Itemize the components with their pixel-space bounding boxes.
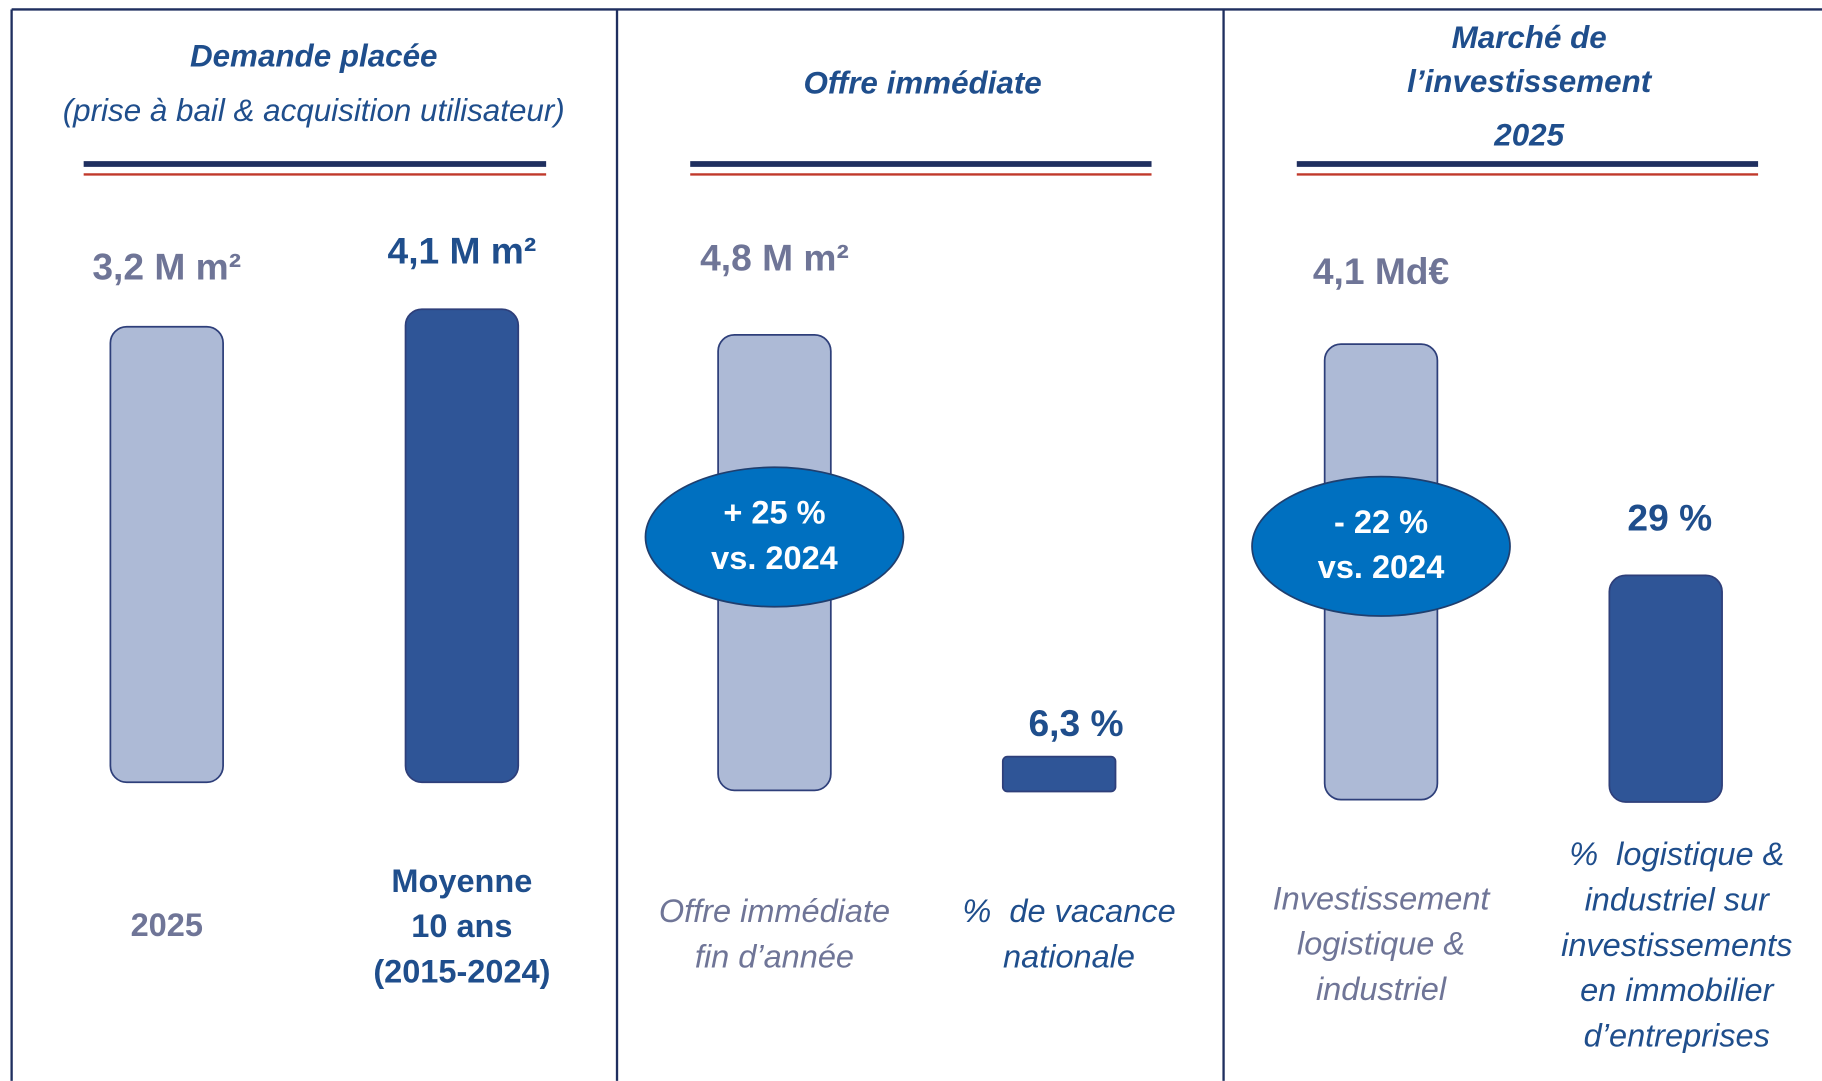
kpi-label: % logistique & bbox=[1569, 836, 1784, 872]
kpi-label: industriel bbox=[1316, 971, 1447, 1007]
badge-text: vs. 2024 bbox=[1318, 549, 1445, 585]
kpi-value: 3,2 M m² bbox=[92, 246, 241, 288]
kpi-label: investissements bbox=[1561, 927, 1792, 963]
kpi-value: 4,1 M m² bbox=[388, 229, 537, 271]
frame bbox=[10, 8, 1822, 1081]
kpi-label: 2025 bbox=[131, 907, 203, 943]
kpi-label: logistique & bbox=[1297, 926, 1465, 962]
kpi-label: fin d’année bbox=[695, 938, 854, 974]
kpi-value: 29 % bbox=[1627, 497, 1712, 539]
bar bbox=[1608, 574, 1723, 803]
panel-title: Demande placée bbox=[190, 39, 438, 74]
kpi-label: Investissement bbox=[1273, 880, 1492, 916]
kpi-label: d’entreprises bbox=[1584, 1017, 1770, 1053]
kpi-value: 4,8 M m² bbox=[700, 236, 849, 278]
bar bbox=[404, 308, 520, 784]
badge-text: vs. 2024 bbox=[711, 540, 838, 576]
bar bbox=[1001, 755, 1117, 793]
kpi-label: % de vacance bbox=[962, 893, 1175, 929]
bar bbox=[109, 325, 224, 784]
panel-title: Offre immédiate bbox=[804, 65, 1042, 100]
panel-title: (prise à bail & acquisition utilisateur) bbox=[63, 93, 565, 128]
kpi-label: Moyenne bbox=[391, 863, 532, 899]
badge bbox=[1251, 475, 1511, 617]
badge-text: + 25 % bbox=[723, 495, 825, 531]
kpi-label: Offre immédiate bbox=[659, 893, 890, 929]
badge-text: - 22 % bbox=[1334, 504, 1428, 540]
kpi-value: 6,3 % bbox=[1028, 702, 1123, 744]
kpi-label: 10 ans bbox=[411, 908, 512, 944]
kpi-label: industriel sur bbox=[1585, 881, 1771, 917]
kpi-value: 4,1 Md€ bbox=[1313, 250, 1450, 292]
kpi-label: en immobilier bbox=[1580, 972, 1775, 1008]
badge bbox=[644, 466, 905, 608]
panel-title: Marché de bbox=[1452, 20, 1607, 55]
panel-title: l’investissement bbox=[1407, 64, 1653, 99]
kpi-label: (2015-2024) bbox=[373, 954, 550, 990]
kpi-label: nationale bbox=[1003, 938, 1135, 974]
panel-title: 2025 bbox=[1493, 118, 1564, 153]
